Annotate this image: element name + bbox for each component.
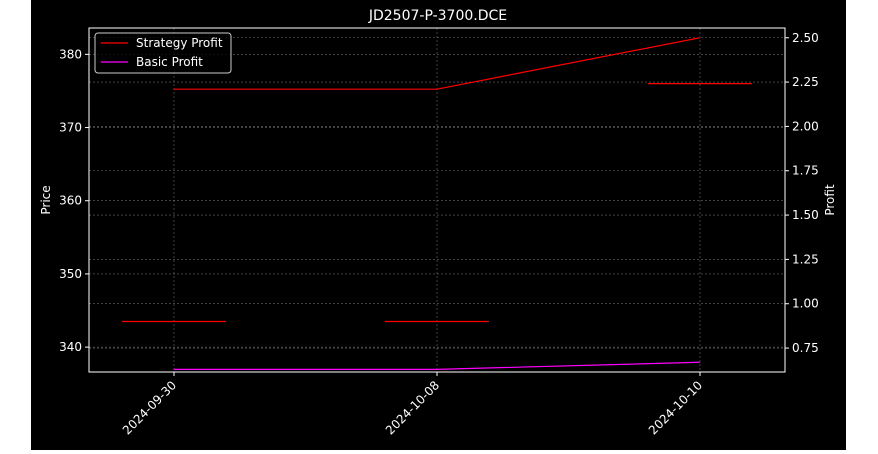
x-axis-tick-label: 2024-09-30: [120, 378, 179, 437]
right-axis: 0.75 1.00 1.25 1.50 1.75 2.00 2.25 2.50: [785, 31, 819, 355]
y-axis-label-left: Price: [39, 185, 53, 214]
x-axis-tick-label: 2024-10-10: [646, 378, 705, 437]
left-axis: 340 350 360 370 380: [59, 47, 89, 354]
right-axis-tick-label: 1.25: [792, 252, 819, 266]
right-axis-tick-label: 1.00: [792, 297, 819, 311]
legend-box: [94, 32, 232, 74]
grid: [89, 28, 785, 372]
legend: Strategy Profit Basic Profit: [94, 32, 232, 74]
series-line-basic-profit: [174, 361, 701, 370]
series-line-strategy-profit: [174, 37, 701, 90]
chart-figure: JD2507-P-3700.DCE 340 350 360 370 380 0.75 1.…: [31, 0, 846, 450]
x-axis: 2024-09-30 2024-10-08 2024-10-10: [120, 372, 705, 437]
chart-title: JD2507-P-3700.DCE: [368, 8, 507, 24]
left-axis-tick-label: 380: [59, 47, 82, 61]
left-axis-tick-label: 360: [59, 194, 82, 208]
left-axis-tick-label: 370: [59, 121, 82, 135]
legend-label-strategy-profit: Strategy Profit: [136, 36, 223, 50]
y-axis-label-right: Profit: [823, 184, 837, 216]
right-axis-tick-label: 0.75: [792, 341, 819, 355]
chart-svg: JD2507-P-3700.DCE 340 350 360 370 380 0.75 1.…: [39, 8, 837, 437]
right-axis-tick-label: 1.75: [792, 164, 819, 178]
left-axis-tick-label: 350: [59, 267, 82, 281]
legend-label-basic-profit: Basic Profit: [136, 55, 203, 69]
plot-series: [122, 37, 752, 370]
right-axis-tick-label: 2.50: [792, 31, 819, 45]
right-axis-tick-label: 2.25: [792, 75, 819, 89]
left-axis-tick-label: 340: [59, 340, 82, 354]
right-axis-tick-label: 2.00: [792, 119, 819, 133]
x-axis-tick-label: 2024-10-08: [383, 378, 442, 437]
right-axis-tick-label: 1.50: [792, 208, 819, 222]
